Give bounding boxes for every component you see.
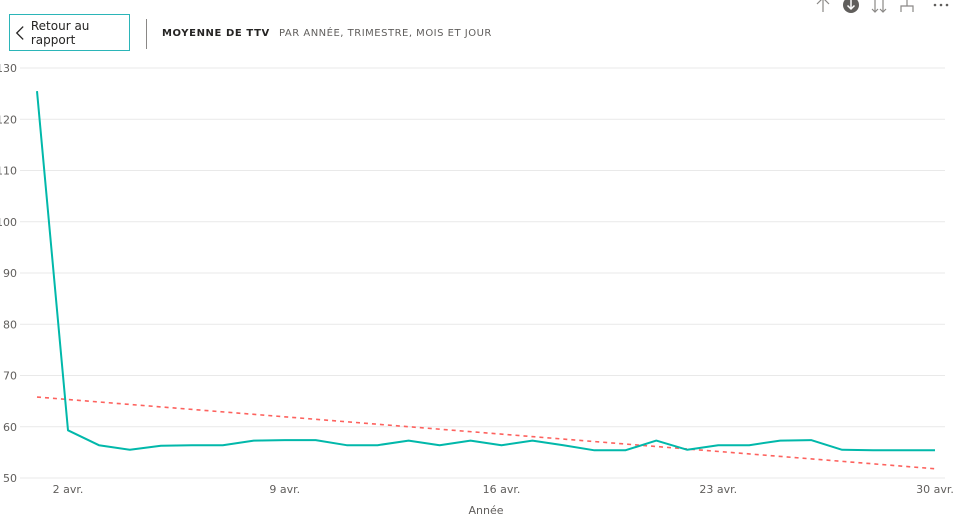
y-tick-label: 100	[0, 216, 17, 229]
y-tick-label: 120	[0, 113, 17, 126]
x-tick-label: 16 avr.	[483, 483, 521, 496]
x-tick-label: 9 avr.	[269, 483, 300, 496]
y-tick-label: 80	[3, 318, 17, 331]
y-axis-ticks: 50 60 70 80 90 100 110 120 130	[0, 62, 17, 485]
series-line	[37, 91, 935, 450]
y-tick-label: 70	[3, 370, 17, 383]
x-tick-label: 23 avr.	[699, 483, 737, 496]
trend-line	[37, 397, 935, 469]
x-tick-label: 2 avr.	[53, 483, 84, 496]
y-tick-label: 130	[0, 62, 17, 75]
y-tick-label: 90	[3, 267, 17, 280]
y-tick-label: 110	[0, 165, 17, 178]
x-axis-title: Année	[468, 504, 503, 517]
y-tick-label: 60	[3, 421, 17, 434]
y-tick-label: 50	[3, 472, 17, 485]
x-tick-label: 30 avr.	[916, 483, 954, 496]
gridlines	[20, 68, 945, 478]
x-axis-ticks: 2 avr. 9 avr. 16 avr. 23 avr. 30 avr.	[53, 483, 954, 496]
